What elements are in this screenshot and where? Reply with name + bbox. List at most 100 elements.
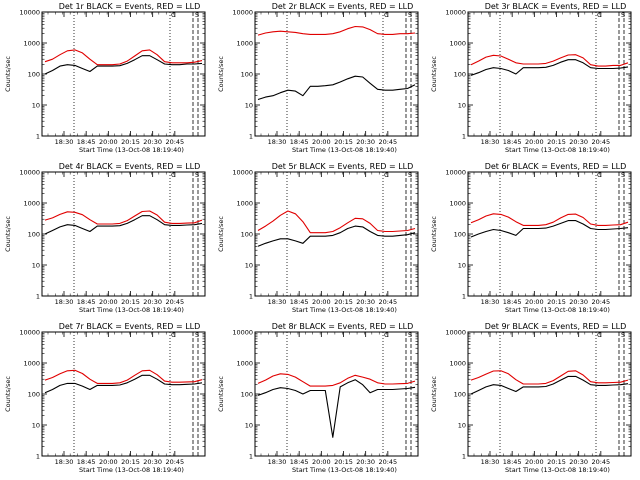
y-tick-label: 10000 (445, 8, 466, 16)
lld-rate-line (470, 370, 629, 385)
y-tick-label: 1 (36, 452, 40, 460)
corner-mark-c: C (171, 171, 176, 179)
x-tick-label: 18:45 (290, 458, 309, 466)
x-tick-label: 20:15 (334, 458, 353, 466)
panel-svg: Det 4r BLACK = Events, RED = LLD 1 10 100 10… (4, 162, 206, 314)
y-tick-label: 1000 (449, 359, 466, 367)
events-rate-line (470, 375, 629, 395)
y-axis-label: Counts/sec (4, 376, 12, 412)
x-tick-label: 20:00 (312, 298, 331, 306)
y-axis-label: Counts/sec (217, 56, 225, 92)
x-tick-label: 18:30 (55, 458, 74, 466)
x-axis-label: Start Time (13-Oct-08 18:19:40) (79, 146, 184, 154)
corner-mark-c: C (597, 11, 602, 19)
chart-title: Det 6r BLACK = Events, RED = LLD (485, 162, 627, 171)
x-tick-label: 18:30 (55, 138, 74, 146)
events-rate-line (257, 379, 416, 438)
det-1r-panel: Det 1r BLACK = Events, RED = LLD 1 10 100 10… (0, 0, 213, 160)
corner-mark-s: S (195, 171, 199, 179)
det-4r-panel: Det 4r BLACK = Events, RED = LLD 1 10 100 10… (0, 160, 213, 320)
panel-svg: Det 3r BLACK = Events, RED = LLD 1 10 100 10… (430, 2, 632, 154)
lld-rate-line (257, 210, 416, 234)
y-tick-label: 1 (36, 132, 40, 140)
plot-frame (41, 171, 206, 297)
chart-title: Det 8r BLACK = Events, RED = LLD (272, 322, 414, 331)
x-tick-label: 20:45 (378, 138, 397, 146)
corner-mark-s: S (195, 11, 199, 19)
x-tick-label: 20:45 (165, 138, 184, 146)
x-tick-label: 20:15 (547, 138, 566, 146)
corner-mark-c: C (171, 331, 176, 339)
y-tick-label: 10 (32, 101, 40, 109)
corner-mark-c: C (597, 331, 602, 339)
x-tick-label: 20:30 (569, 458, 588, 466)
x-tick-label: 20:15 (334, 138, 353, 146)
lld-rate-line (257, 373, 416, 387)
y-tick-label: 100 (241, 70, 253, 78)
x-tick-label: 20:30 (143, 298, 162, 306)
x-tick-label: 18:30 (268, 458, 287, 466)
x-tick-label: 20:00 (312, 458, 331, 466)
plot-frame (254, 331, 419, 457)
chart-title: Det 1r BLACK = Events, RED = LLD (59, 2, 201, 11)
y-tick-label: 10000 (445, 328, 466, 336)
x-tick-label: 18:30 (55, 298, 74, 306)
det-3r-panel: Det 3r BLACK = Events, RED = LLD 1 10 100 10… (426, 0, 639, 160)
y-tick-label: 10 (458, 261, 466, 269)
lld-rate-line (44, 210, 203, 225)
y-tick-label: 1000 (23, 199, 40, 207)
x-tick-label: 20:30 (569, 298, 588, 306)
x-tick-label: 18:45 (503, 298, 522, 306)
x-tick-label: 20:30 (356, 138, 375, 146)
det-6r-panel: Det 6r BLACK = Events, RED = LLD 1 10 100 10… (426, 160, 639, 320)
x-tick-label: 18:45 (77, 298, 96, 306)
corner-mark-c: C (384, 11, 389, 19)
y-tick-label: 1000 (236, 39, 253, 47)
det-5r-panel: Det 5r BLACK = Events, RED = LLD 1 10 100 10… (213, 160, 426, 320)
events-rate-line (44, 374, 203, 394)
x-axis-label: Start Time (13-Oct-08 18:19:40) (79, 466, 184, 474)
y-tick-label: 10 (245, 261, 253, 269)
panel-svg: Det 2r BLACK = Events, RED = LLD 1 10 100 10… (217, 2, 419, 154)
x-tick-label: 20:00 (525, 458, 544, 466)
corner-mark-c: C (384, 171, 389, 179)
x-tick-label: 20:30 (569, 138, 588, 146)
x-tick-label: 20:45 (378, 298, 397, 306)
chart-title: Det 3r BLACK = Events, RED = LLD (485, 2, 627, 11)
y-tick-label: 1 (462, 292, 466, 300)
x-tick-label: 18:30 (481, 298, 500, 306)
y-tick-label: 10000 (19, 8, 40, 16)
y-tick-label: 1000 (449, 199, 466, 207)
corner-mark-s: S (621, 11, 625, 19)
det-9r-panel: Det 9r BLACK = Events, RED = LLD 1 10 100 10… (426, 320, 639, 480)
x-axis-label: Start Time (13-Oct-08 18:19:40) (505, 146, 610, 154)
x-tick-label: 20:00 (525, 138, 544, 146)
x-tick-label: 20:30 (143, 138, 162, 146)
x-tick-label: 18:45 (290, 298, 309, 306)
x-tick-label: 20:00 (525, 298, 544, 306)
x-tick-label: 20:15 (547, 458, 566, 466)
y-tick-label: 10000 (19, 168, 40, 176)
x-tick-label: 20:45 (165, 458, 184, 466)
panel-svg: Det 6r BLACK = Events, RED = LLD 1 10 100 10… (430, 162, 632, 314)
corner-mark-c: C (597, 171, 602, 179)
y-tick-label: 10 (458, 421, 466, 429)
y-axis-label: Counts/sec (217, 376, 225, 412)
y-axis-label: Counts/sec (430, 56, 438, 92)
y-axis-label: Counts/sec (217, 216, 225, 252)
y-tick-label: 10 (458, 101, 466, 109)
events-rate-line (470, 59, 629, 76)
events-rate-line (470, 220, 629, 238)
x-tick-label: 20:15 (121, 138, 140, 146)
x-tick-label: 20:45 (591, 138, 610, 146)
panel-svg: Det 8r BLACK = Events, RED = LLD 1 10 100 10… (217, 322, 419, 474)
y-tick-label: 100 (28, 230, 40, 238)
lld-rate-line (44, 369, 203, 384)
x-tick-label: 20:00 (99, 298, 118, 306)
chart-title: Det 2r BLACK = Events, RED = LLD (272, 2, 414, 11)
x-tick-label: 20:30 (143, 458, 162, 466)
x-tick-label: 18:30 (481, 138, 500, 146)
y-axis-label: Counts/sec (430, 216, 438, 252)
y-tick-label: 1 (249, 452, 253, 460)
corner-mark-s: S (195, 331, 199, 339)
